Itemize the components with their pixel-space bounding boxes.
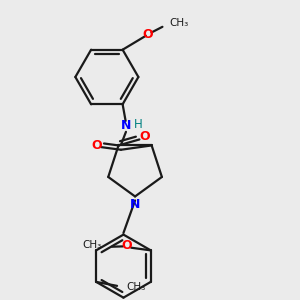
Text: CH₃: CH₃: [169, 18, 188, 28]
Text: N: N: [130, 198, 140, 211]
Text: O: O: [142, 28, 153, 41]
Text: N: N: [121, 119, 131, 132]
Text: O: O: [92, 139, 102, 152]
Text: O: O: [122, 238, 132, 252]
Text: O: O: [139, 130, 150, 143]
Text: H: H: [134, 118, 143, 131]
Text: CH₃: CH₃: [83, 240, 102, 250]
Text: CH₃: CH₃: [126, 282, 145, 292]
